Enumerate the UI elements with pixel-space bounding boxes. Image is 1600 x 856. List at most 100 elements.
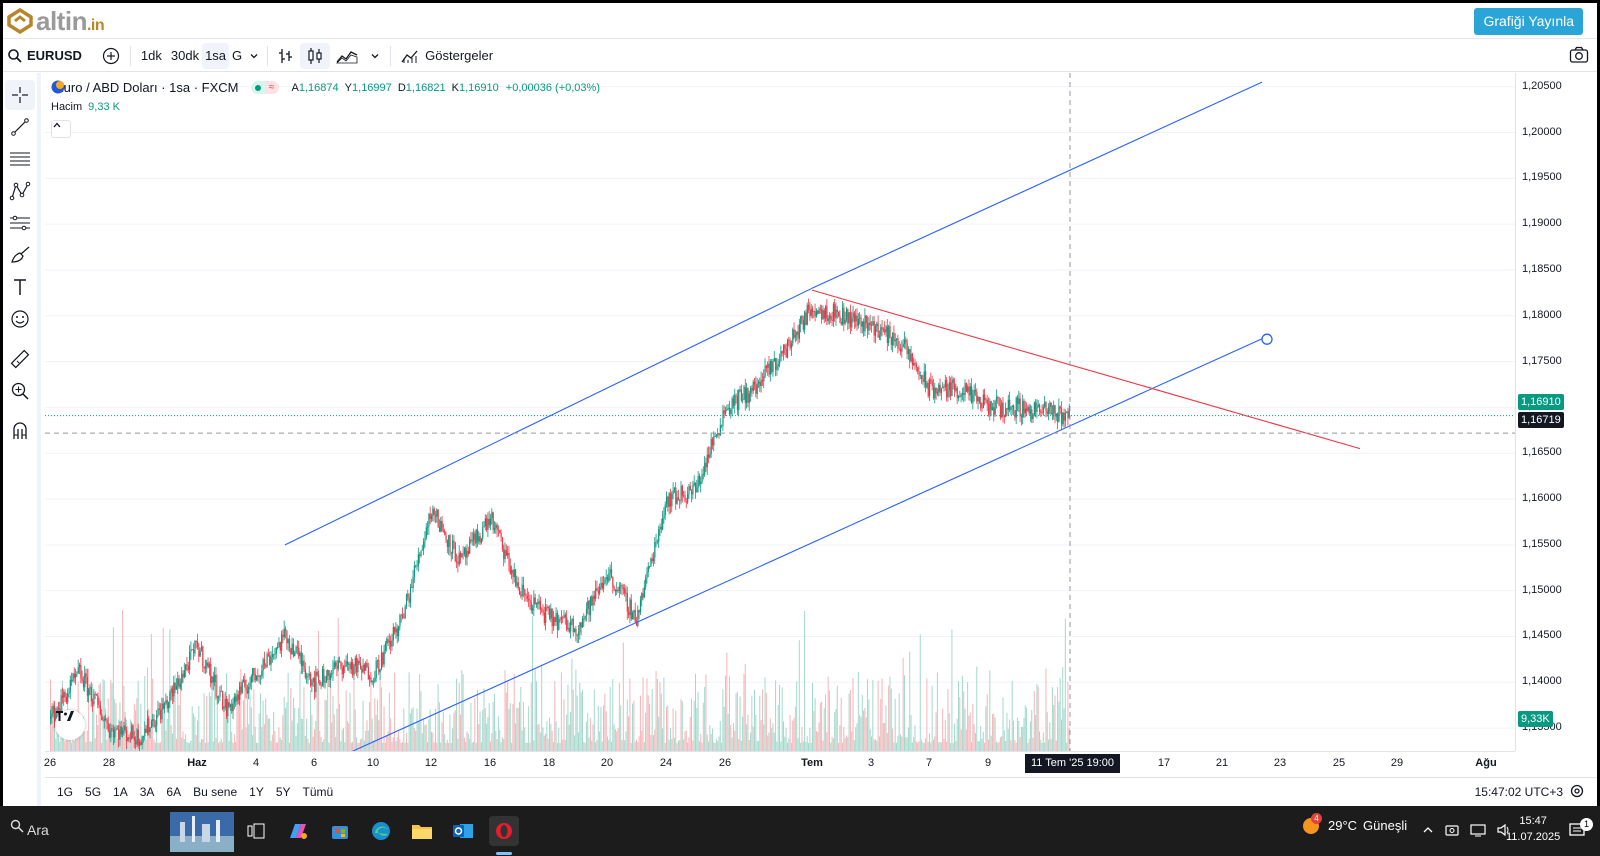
measure-tool[interactable] <box>5 344 35 374</box>
candle-body <box>333 662 335 668</box>
candlestick-type-button[interactable] <box>300 42 331 69</box>
candle-body <box>362 664 364 673</box>
price-chart[interactable] <box>45 73 1515 751</box>
outlook-button[interactable] <box>448 816 478 846</box>
chart-clock[interactable]: 15:47:02 UTC+3 <box>1474 785 1563 799</box>
interval-1sa[interactable]: 1sa <box>202 42 230 69</box>
candle-body <box>129 738 132 740</box>
publish-chart-button[interactable]: Grafiği Yayınla <box>1474 8 1583 35</box>
interval-dropdown[interactable] <box>245 43 263 69</box>
volume-bar <box>146 667 148 751</box>
volume-bar <box>574 735 576 751</box>
speaker-icon[interactable] <box>1496 822 1512 838</box>
price-tick: 1,20000 <box>1522 125 1562 138</box>
candle-body <box>114 730 116 738</box>
candle-body <box>972 394 974 403</box>
edge-button[interactable] <box>366 816 396 846</box>
candle-body <box>736 395 739 410</box>
candle-body <box>687 493 689 503</box>
system-clock[interactable]: 15:47 11.07.2025 <box>1506 813 1560 845</box>
indicators-button[interactable]: Göstergeler <box>395 43 499 69</box>
range-5g[interactable]: 5G <box>85 784 102 799</box>
candle-body <box>897 338 899 349</box>
notifications-button[interactable]: 1 <box>1569 818 1593 840</box>
candle-body <box>75 674 77 678</box>
volume-bar <box>813 711 815 751</box>
forecast-tool[interactable] <box>5 208 35 238</box>
volume-bar <box>57 726 59 751</box>
price-scale[interactable]: 1,20500 1,20000 1,19500 1,19000 1,18500 1,180… <box>1515 73 1597 751</box>
weather-widget[interactable]: 4 29°C Güneşli <box>1303 813 1407 834</box>
trend-line-tool[interactable] <box>5 112 35 142</box>
tradingview-logo[interactable] <box>55 710 85 740</box>
snapshot-button[interactable] <box>1569 46 1589 67</box>
candle-body <box>645 578 647 587</box>
market-status-pill[interactable]: ≈ <box>250 81 279 94</box>
volume-bar <box>374 698 376 751</box>
text-tool[interactable] <box>5 272 35 302</box>
task-view-button[interactable] <box>241 816 271 846</box>
volume-bar <box>185 734 187 751</box>
time-scale[interactable]: 26 28 Haz 4 6 10 12 16 18 20 24 26 Tem 3 7 9 17 21 23 25 29 A… <box>44 751 1515 775</box>
opera-button[interactable] <box>489 816 519 846</box>
chart-pane[interactable]: Euro / ABD Doları · 1sa · FXCM ≈ A1,1687… <box>45 73 1515 751</box>
range-all[interactable]: Tümü <box>302 784 334 799</box>
interval-g[interactable]: G <box>232 48 243 63</box>
copilot-button[interactable] <box>283 816 313 846</box>
site-logo[interactable]: altin.in <box>7 6 105 36</box>
volume-bar <box>591 740 593 751</box>
candle-body <box>281 634 283 651</box>
emoji-tool[interactable] <box>5 304 35 334</box>
volume-bar <box>946 741 948 751</box>
range-1g[interactable]: 1G <box>57 784 74 799</box>
volume-bar <box>191 706 193 751</box>
range-1y[interactable]: 1Y <box>249 784 264 799</box>
candle-body <box>456 561 458 563</box>
zoom-tool[interactable] <box>5 376 35 406</box>
candle-body <box>958 395 960 399</box>
compare-symbol-button[interactable] <box>96 43 126 69</box>
file-explorer-button[interactable] <box>407 816 437 846</box>
chart-style-dropdown[interactable] <box>364 43 386 69</box>
candle-body <box>989 401 991 415</box>
fib-tool[interactable] <box>5 144 35 174</box>
volume-bar <box>550 723 552 751</box>
pattern-tool[interactable] <box>5 176 35 206</box>
range-6a[interactable]: 6A <box>166 784 182 799</box>
magnet-tool[interactable] <box>5 416 35 446</box>
display-icon[interactable] <box>1470 822 1486 838</box>
range-3a[interactable]: 3A <box>139 784 155 799</box>
candle-body <box>800 316 802 325</box>
interval-1dk[interactable]: 1dk <box>140 48 162 63</box>
candle-body <box>925 371 927 388</box>
candle-body <box>1066 411 1068 414</box>
meet-icon[interactable] <box>1444 822 1460 838</box>
volume-bar <box>612 678 614 751</box>
crosshair-tool[interactable] <box>5 80 35 110</box>
candle-body <box>734 395 736 406</box>
legend-collapse-button[interactable] <box>51 120 71 138</box>
symbol-search[interactable]: EURUSD <box>3 43 88 69</box>
price-tick: 1,18000 <box>1522 308 1562 321</box>
brush-tool[interactable] <box>5 240 35 270</box>
chart-style-button[interactable] <box>330 43 364 69</box>
volume-bar <box>546 721 548 751</box>
interval-30dk[interactable]: 30dk <box>170 48 200 63</box>
taskbar-search[interactable]: Ara <box>0 806 237 856</box>
candle-body <box>433 508 435 515</box>
range-ytd[interactable]: Bu sene <box>193 784 238 799</box>
volume-bar <box>656 678 658 751</box>
candle-body <box>484 518 486 526</box>
chart-settings-button[interactable] <box>1569 783 1585 802</box>
store-button[interactable] <box>325 816 355 846</box>
volume-bar <box>198 705 200 751</box>
range-5y[interactable]: 5Y <box>275 784 291 799</box>
candle-body <box>706 454 708 468</box>
candle-body <box>900 348 902 352</box>
volume-bar <box>994 717 996 751</box>
bar-replay-button[interactable] <box>272 43 300 69</box>
candle-body <box>628 611 630 616</box>
range-1a[interactable]: 1A <box>113 784 128 799</box>
chevron-up-icon[interactable] <box>1422 822 1434 838</box>
volume-bar <box>600 706 602 751</box>
